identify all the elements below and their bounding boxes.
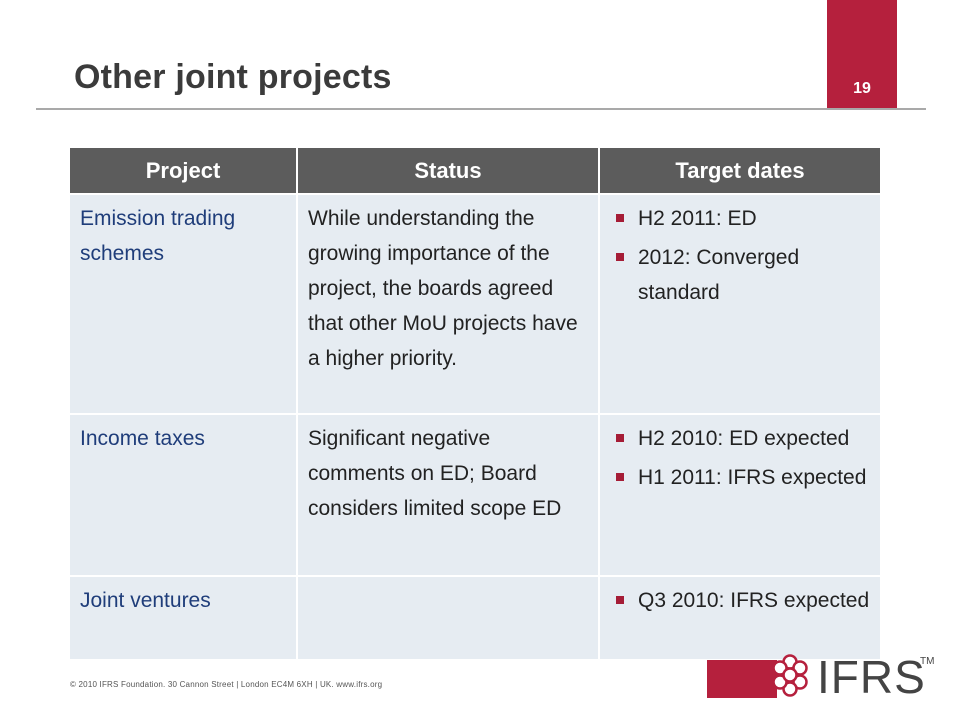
ifrs-logo: IFRS TM: [707, 651, 960, 703]
target-dates-cell: H2 2011: ED 2012: Converged standard: [598, 193, 880, 414]
table-row: Emission trading schemes While understan…: [70, 193, 880, 414]
target-dates-list: H2 2010: ED expected H1 2011: IFRS expec…: [610, 421, 870, 495]
footer-copyright: © 2010 IFRS Foundation. 30 Cannon Street…: [70, 680, 383, 689]
target-dates-cell: Q3 2010: IFRS expected: [598, 575, 880, 659]
title-divider: [36, 108, 926, 110]
joint-projects-table: Project Status Target dates Emission tra…: [70, 148, 880, 659]
column-header-target-dates: Target dates: [598, 148, 880, 194]
table-header-row: Project Status Target dates: [70, 148, 880, 194]
page-number: 19: [853, 80, 871, 97]
target-date-item: H2 2010: ED expected: [610, 421, 870, 456]
target-date-item: H2 2011: ED: [610, 201, 870, 236]
target-dates-list: H2 2011: ED 2012: Converged standard: [610, 201, 870, 310]
project-cell: Emission trading schemes: [70, 193, 297, 414]
table-row: Joint ventures Q3 2010: IFRS expected: [70, 575, 880, 659]
status-cell: While understanding the growing importan…: [296, 193, 599, 414]
column-header-project: Project: [70, 148, 297, 194]
logo-trademark: TM: [920, 656, 935, 667]
target-date-item: 2012: Converged standard: [610, 240, 870, 310]
column-header-status: Status: [296, 148, 599, 194]
table-row: Income taxes Significant negative commen…: [70, 413, 880, 576]
target-date-item: H1 2011: IFRS expected: [610, 460, 870, 495]
target-date-item: Q3 2010: IFRS expected: [610, 583, 870, 618]
target-dates-cell: H2 2010: ED expected H1 2011: IFRS expec…: [598, 413, 880, 576]
status-cell: Significant negative comments on ED; Boa…: [296, 413, 599, 576]
project-cell: Joint ventures: [70, 575, 297, 659]
project-cell: Income taxes: [70, 413, 297, 576]
page-number-tab: 19: [827, 0, 897, 108]
flower-icon: [772, 654, 808, 697]
logo-red-bar: [707, 660, 777, 698]
slide-title: Other joint projects: [74, 58, 392, 96]
logo-wordmark: IFRS: [817, 651, 926, 703]
target-dates-list: Q3 2010: IFRS expected: [610, 583, 870, 618]
status-cell: [296, 575, 599, 659]
